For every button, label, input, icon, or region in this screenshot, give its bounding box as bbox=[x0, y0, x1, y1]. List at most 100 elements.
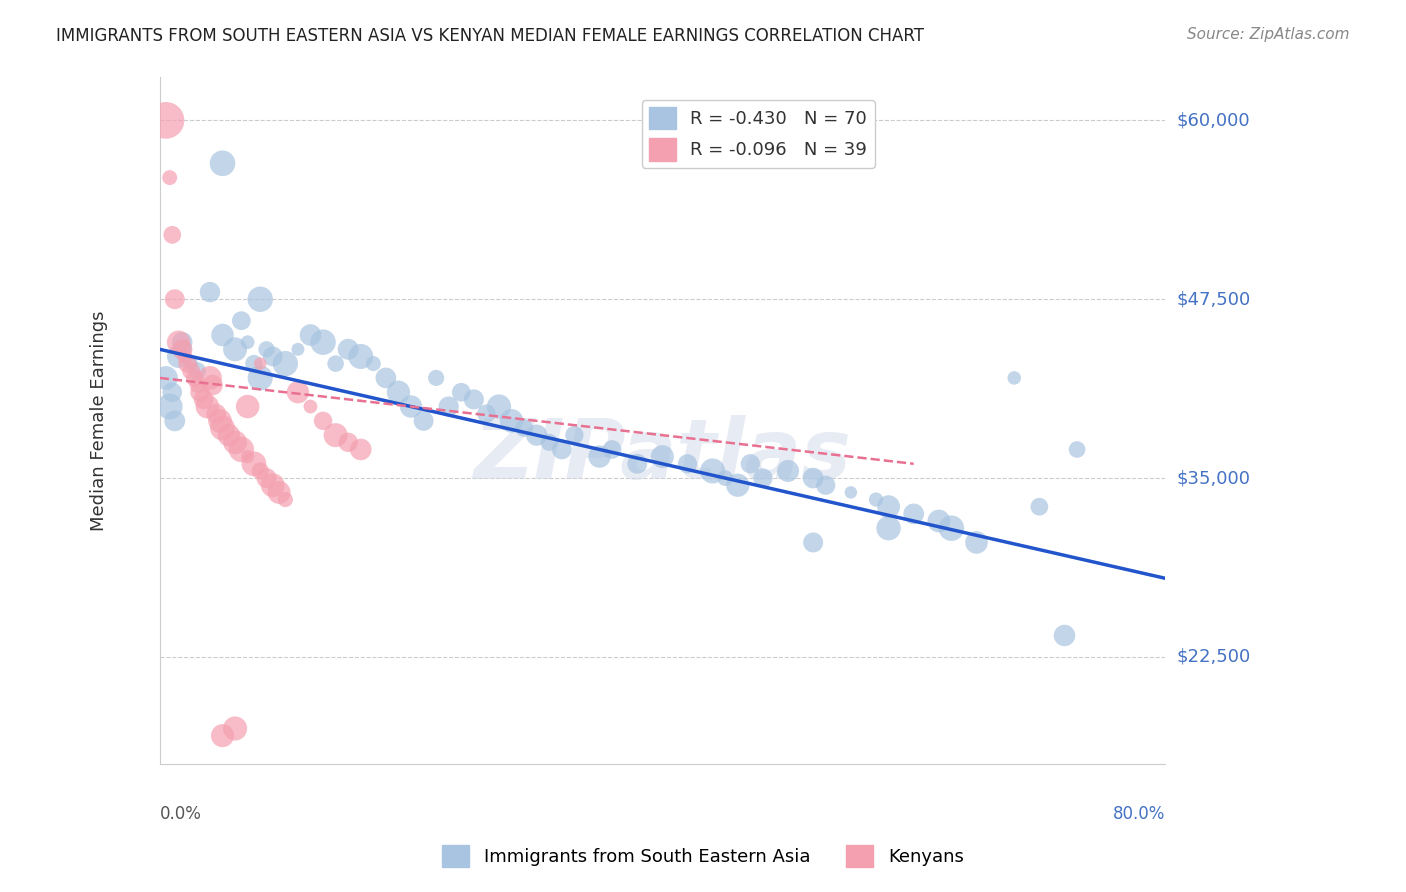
Point bbox=[513, 421, 536, 435]
Point bbox=[941, 521, 963, 535]
Point bbox=[1002, 371, 1025, 385]
Point bbox=[752, 471, 775, 485]
Point bbox=[162, 385, 184, 400]
Point bbox=[475, 407, 498, 421]
Point bbox=[197, 400, 219, 414]
Point bbox=[564, 428, 586, 442]
Point bbox=[231, 442, 253, 457]
Point bbox=[193, 392, 215, 407]
Point bbox=[180, 357, 202, 371]
Point bbox=[167, 335, 190, 350]
Point bbox=[198, 371, 221, 385]
Point bbox=[1028, 500, 1050, 514]
Point bbox=[184, 371, 207, 385]
Point bbox=[839, 485, 862, 500]
Point bbox=[274, 357, 297, 371]
Point bbox=[236, 335, 259, 350]
Point bbox=[588, 450, 610, 464]
Point bbox=[186, 378, 208, 392]
Point bbox=[224, 722, 246, 736]
Point bbox=[299, 400, 322, 414]
Point bbox=[256, 343, 278, 357]
Point bbox=[162, 227, 184, 242]
Point bbox=[267, 485, 290, 500]
Point bbox=[224, 435, 246, 450]
Point bbox=[211, 156, 233, 170]
Point bbox=[740, 457, 762, 471]
Point bbox=[243, 457, 266, 471]
Point bbox=[538, 435, 561, 450]
Point bbox=[173, 343, 195, 357]
Point bbox=[437, 400, 460, 414]
Point bbox=[626, 457, 648, 471]
Point bbox=[231, 314, 253, 328]
Point bbox=[211, 328, 233, 343]
Point bbox=[801, 471, 824, 485]
Point bbox=[262, 350, 284, 364]
Text: $47,500: $47,500 bbox=[1177, 290, 1250, 309]
Point bbox=[727, 478, 749, 492]
Point bbox=[350, 350, 373, 364]
Point bbox=[312, 414, 335, 428]
Point bbox=[262, 478, 284, 492]
Point bbox=[155, 371, 177, 385]
Point bbox=[299, 328, 322, 343]
Point bbox=[551, 442, 574, 457]
Point bbox=[928, 514, 950, 528]
Point bbox=[249, 464, 271, 478]
Point bbox=[155, 113, 177, 128]
Point bbox=[249, 292, 271, 306]
Point bbox=[903, 507, 925, 521]
Point bbox=[651, 450, 673, 464]
Text: 80.0%: 80.0% bbox=[1112, 805, 1166, 823]
Point bbox=[186, 364, 208, 378]
Text: Source: ZipAtlas.com: Source: ZipAtlas.com bbox=[1187, 27, 1350, 42]
Point bbox=[287, 385, 309, 400]
Point bbox=[274, 492, 297, 507]
Point bbox=[412, 414, 434, 428]
Point bbox=[814, 478, 837, 492]
Point bbox=[256, 471, 278, 485]
Point bbox=[966, 535, 988, 549]
Point bbox=[801, 535, 824, 549]
Point bbox=[159, 400, 181, 414]
Text: $60,000: $60,000 bbox=[1177, 112, 1250, 129]
Point bbox=[198, 285, 221, 299]
Point bbox=[463, 392, 485, 407]
Point bbox=[702, 464, 724, 478]
Point bbox=[236, 400, 259, 414]
Point bbox=[337, 435, 360, 450]
Point bbox=[176, 357, 198, 371]
Point bbox=[159, 170, 181, 185]
Point bbox=[676, 457, 699, 471]
Point bbox=[399, 400, 422, 414]
Point bbox=[243, 357, 266, 371]
Point bbox=[201, 378, 224, 392]
Text: IMMIGRANTS FROM SOUTH EASTERN ASIA VS KENYAN MEDIAN FEMALE EARNINGS CORRELATION : IMMIGRANTS FROM SOUTH EASTERN ASIA VS KE… bbox=[56, 27, 924, 45]
Point bbox=[163, 414, 186, 428]
Point bbox=[167, 350, 190, 364]
Point bbox=[865, 492, 887, 507]
Point bbox=[180, 364, 202, 378]
Point bbox=[287, 343, 309, 357]
Text: ZIPatlas: ZIPatlas bbox=[474, 415, 851, 496]
Point bbox=[163, 292, 186, 306]
Point bbox=[450, 385, 472, 400]
Point bbox=[188, 385, 211, 400]
Point bbox=[173, 350, 195, 364]
Point bbox=[205, 407, 228, 421]
Point bbox=[501, 414, 523, 428]
Point bbox=[488, 400, 510, 414]
Point bbox=[249, 371, 271, 385]
Point bbox=[325, 428, 347, 442]
Point bbox=[600, 442, 623, 457]
Point bbox=[350, 442, 373, 457]
Point bbox=[526, 428, 548, 442]
Point bbox=[387, 385, 409, 400]
Point bbox=[172, 335, 194, 350]
Point bbox=[877, 521, 900, 535]
Point bbox=[337, 343, 360, 357]
Point bbox=[236, 450, 259, 464]
Point bbox=[714, 471, 737, 485]
Point bbox=[211, 421, 233, 435]
